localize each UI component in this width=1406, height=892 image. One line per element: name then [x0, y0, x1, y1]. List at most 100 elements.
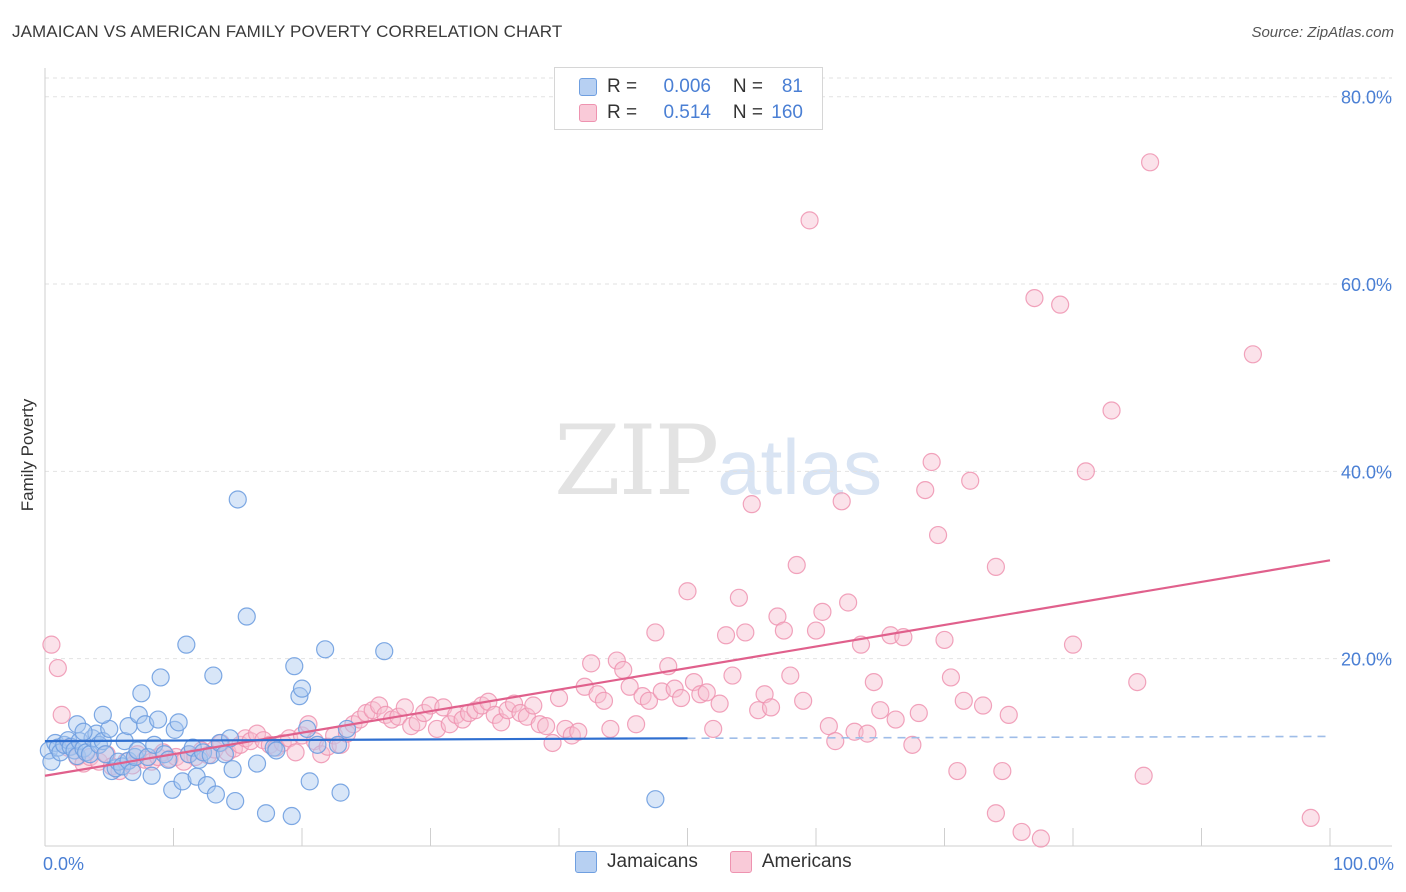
americans-r-value: 0.514: [663, 102, 711, 123]
american-point: [1134, 766, 1153, 785]
american-point: [549, 688, 569, 708]
x-tick-label: 100.0%: [1333, 854, 1394, 874]
y-tick-label: 40.0%: [1341, 462, 1392, 482]
jamaican-point: [128, 741, 147, 760]
watermark: ZIPatlas: [554, 405, 882, 517]
jamaican-point: [237, 607, 256, 626]
american-point: [370, 696, 389, 715]
american-point: [826, 732, 845, 751]
american-point: [961, 471, 980, 490]
jamaican-point: [204, 666, 223, 685]
american-point: [922, 452, 941, 472]
american-point: [832, 492, 851, 511]
american-point: [999, 705, 1018, 724]
american-point: [524, 696, 543, 715]
american-point: [742, 495, 761, 514]
american-point: [588, 685, 607, 704]
jamaican-point: [285, 657, 304, 676]
jamaican-point: [256, 804, 276, 823]
american-point: [646, 623, 665, 642]
american-point: [986, 804, 1006, 823]
legend-item-americans[interactable]: Americans: [729, 851, 852, 873]
jamaican-point: [228, 490, 247, 509]
watermark-atlas: atlas: [717, 423, 882, 511]
y-tick-label: 20.0%: [1341, 650, 1392, 670]
american-point: [537, 717, 556, 736]
jamaicans-legend-label: Jamaicans: [607, 851, 698, 872]
american-point: [787, 555, 806, 575]
american-point: [716, 626, 736, 645]
american-point: [543, 733, 562, 753]
american-point: [607, 651, 626, 670]
american-point: [504, 694, 524, 713]
jamaicans-n-value: 81: [781, 76, 803, 97]
american-point: [530, 715, 549, 734]
american-point: [286, 743, 305, 762]
american-point: [1025, 288, 1044, 308]
legend-row-jamaicans: R = 0.006 N = 81: [579, 75, 803, 99]
jamaican-point: [226, 791, 245, 811]
correlation-legend: R = 0.006 N = 81 R = 0.514 N = 160: [554, 67, 823, 130]
american-point: [864, 672, 883, 692]
american-point: [903, 735, 922, 754]
jamaicans-r-value: 0.006: [663, 76, 711, 97]
american-point: [973, 696, 993, 715]
jamaican-point: [375, 642, 394, 661]
american-point: [569, 722, 588, 741]
r-label: R =: [607, 76, 638, 97]
american-point: [1051, 295, 1070, 314]
jamaicans-trend-extension: [687, 735, 1331, 740]
jamaican-point: [123, 762, 142, 782]
jamaican-point: [68, 715, 87, 734]
american-point: [755, 685, 774, 704]
jamaican-point: [290, 687, 309, 706]
jamaican-point: [292, 679, 312, 698]
american-point: [774, 621, 793, 640]
american-point: [42, 635, 61, 654]
american-point: [665, 679, 684, 698]
american-point: [993, 761, 1012, 781]
american-point: [312, 745, 331, 764]
jamaicans-legend-swatch: [575, 851, 597, 873]
american-point: [761, 698, 781, 717]
x-tick-label: 0.0%: [43, 854, 84, 874]
series-legend: Jamaicans Americans: [575, 851, 884, 873]
american-point: [886, 710, 905, 729]
jamaican-point: [316, 640, 335, 659]
jamaican-point: [173, 772, 192, 791]
n-label: N =: [732, 76, 763, 97]
american-point: [723, 666, 742, 685]
american-point: [1102, 401, 1121, 420]
americans-legend-swatch: [729, 851, 752, 873]
american-point: [710, 694, 729, 713]
jamaican-point: [142, 766, 161, 785]
american-point: [941, 668, 961, 687]
american-point: [671, 688, 691, 708]
american-point: [1012, 822, 1031, 842]
jamaican-point: [331, 783, 350, 802]
americans-n-value: 160: [771, 102, 803, 123]
legend-item-jamaicans[interactable]: Jamaicans: [575, 851, 698, 873]
american-point: [800, 211, 819, 230]
legend-row-americans: R = 0.514 N = 160: [579, 101, 803, 125]
american-point: [48, 658, 67, 678]
american-point: [916, 480, 935, 500]
jamaican-point: [151, 668, 170, 687]
jamaican-point: [300, 772, 319, 791]
jamaicans-trend-line: [44, 737, 688, 743]
american-point: [691, 685, 710, 704]
source-credit: Source: ZipAtlas.com: [1251, 24, 1394, 41]
american-point: [52, 705, 71, 724]
american-point: [1128, 672, 1147, 692]
american-point: [935, 630, 954, 650]
american-point: [639, 691, 659, 710]
american-point: [626, 715, 646, 734]
y-tick-label: 80.0%: [1341, 88, 1392, 108]
jamaican-point: [267, 741, 286, 760]
american-point: [697, 683, 716, 702]
american-point: [1243, 345, 1263, 364]
american-point: [247, 724, 267, 743]
american-point: [871, 701, 890, 720]
american-point: [1063, 635, 1083, 654]
